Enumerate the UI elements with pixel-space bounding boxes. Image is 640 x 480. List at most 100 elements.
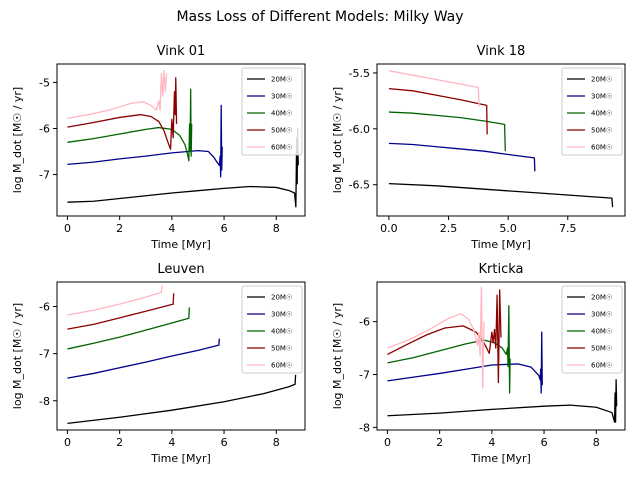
- chart-1-series-1: [388, 142, 536, 172]
- chart-0-xlabel: Time [Myr]: [150, 238, 211, 251]
- chart-0-legend-label-2: 40M☉: [271, 110, 292, 118]
- chart-1-xlabel: Time [Myr]: [470, 238, 531, 251]
- chart-0-series-2: [67, 88, 193, 162]
- chart-3-legend-label-1: 30M☉: [591, 311, 612, 319]
- chart-2-title: Leuven: [157, 262, 204, 277]
- chart-3-legend-label-3: 50M☉: [591, 345, 612, 353]
- chart-1-legend: 20M☉ 30M☉ 40M☉ 50M☉ 60M☉: [561, 67, 623, 156]
- chart-3-series-3: [387, 289, 502, 384]
- chart-2-frame: [56, 281, 306, 431]
- chart-2-series-3: [67, 293, 175, 330]
- chart-3-ytick-label-2: -6: [359, 316, 370, 329]
- chart-2-xlabel: Time [Myr]: [150, 452, 211, 465]
- chart-2-series-1: [67, 338, 221, 379]
- chart-1-xtick-label-0: 0.0: [380, 222, 398, 235]
- panel-vink-01: Vink 01 0 2 4 6 8 -7 -6 -5 Time [Myr] log M_dot [M…: [11, 44, 306, 251]
- chart-3-title: Krticka: [479, 262, 524, 277]
- chart-3-legend-box: [561, 285, 623, 374]
- chart-0-legend-label-4: 60M☉: [271, 144, 292, 152]
- panel-vink-18: Vink 18 0.0 2.5 5.0 7.5 -6.5 -6.0 -5.5 Time [Myr…: [331, 44, 626, 251]
- chart-0-legend: 20M☉ 30M☉ 40M☉ 50M☉ 60M☉: [241, 67, 303, 156]
- chart-0-legend-box: [241, 67, 303, 156]
- chart-0-xtick-label-0: 0: [64, 222, 71, 235]
- chart-0-series-0: [67, 127, 299, 208]
- chart-2-ytick-label-2: -6: [39, 301, 50, 314]
- chart-0-xtick-label-2: 4: [168, 222, 175, 235]
- chart-3-xlabel: Time [Myr]: [470, 452, 531, 465]
- chart-1-legend-label-3: 50M☉: [591, 127, 612, 135]
- chart-2-legend-label-2: 40M☉: [271, 328, 292, 336]
- chart-2-legend-label-4: 60M☉: [271, 362, 292, 370]
- chart-0-legend-label-0: 20M☉: [271, 76, 292, 84]
- chart-2-legend-label-1: 30M☉: [271, 311, 292, 319]
- chart-3-series-2: [387, 305, 511, 394]
- chart-2-series-2: [67, 307, 190, 350]
- chart-0-series-4: [67, 70, 168, 119]
- chart-0-title: Vink 01: [157, 44, 206, 59]
- chart-2-legend: 20M☉ 30M☉ 40M☉ 50M☉ 60M☉: [241, 285, 303, 374]
- panel-krticka: Krticka 0 2 4 6 8 -8 -7 -6 Time [Myr] log M_dot [M…: [331, 262, 626, 465]
- chart-3-legend-label-4: 60M☉: [591, 362, 612, 370]
- chart-1-series-2: [388, 111, 506, 152]
- chart-1-series-0: [388, 182, 614, 208]
- chart-1-ytick-label-2: -5.5: [349, 67, 370, 80]
- chart-0-xtick-label-4: 8: [273, 222, 280, 235]
- chart-0-frame: [56, 63, 306, 217]
- figure-title: Mass Loss of Different Models: Milky Way: [176, 9, 463, 25]
- chart-3-series-1: [387, 331, 543, 394]
- chart-3-xtick-label-4: 8: [593, 436, 600, 449]
- chart-2-legend-label-0: 20M☉: [271, 294, 292, 302]
- chart-1-ytick-label-0: -6.5: [349, 179, 370, 192]
- chart-1-ytick-label-1: -6.0: [349, 123, 370, 136]
- chart-3-legend: 20M☉ 30M☉ 40M☉ 50M☉ 60M☉: [561, 285, 623, 374]
- chart-3-ytick-label-1: -7: [359, 369, 370, 382]
- chart-0-ytick-label-0: -7: [39, 169, 50, 182]
- chart-3-plot-area: [387, 286, 618, 423]
- chart-1-ylabel: log M_dot [M☉ / yr]: [331, 87, 344, 193]
- chart-3-xtick-label-2: 4: [488, 436, 495, 449]
- chart-0-ytick-label-1: -6: [39, 122, 50, 135]
- chart-3-xtick-label-1: 2: [436, 436, 443, 449]
- chart-2-ytick-label-1: -7: [39, 348, 50, 361]
- chart-1-frame: [376, 63, 626, 217]
- chart-2-series-4: [67, 285, 163, 316]
- chart-1-legend-label-1: 30M☉: [591, 93, 612, 101]
- chart-2-xtick-label-4: 8: [273, 436, 280, 449]
- chart-3-xtick-label-0: 0: [384, 436, 391, 449]
- chart-3-series-4: [387, 286, 485, 389]
- chart-0-ylabel: log M_dot [M☉ / yr]: [11, 87, 24, 193]
- chart-1-title: Vink 18: [477, 44, 526, 59]
- chart-1-plot-area: [388, 70, 614, 208]
- chart-1-xtick-label-1: 2.5: [440, 222, 458, 235]
- panel-leuven: Leuven 0 2 4 6 8 -8 -7 -6 Time [Myr] log M_dot [M☉…: [11, 262, 306, 465]
- chart-1-xtick-label-2: 5.0: [499, 222, 517, 235]
- chart-0-series-3: [67, 77, 178, 150]
- chart-0-xtick-label-3: 6: [221, 222, 228, 235]
- chart-0-ytick-label-2: -5: [39, 76, 50, 89]
- chart-2-xtick-label-3: 6: [221, 436, 228, 449]
- chart-2-plot-area: [67, 285, 297, 425]
- chart-2-xtick-label-1: 2: [116, 436, 123, 449]
- chart-0-plot-area: [67, 70, 299, 208]
- chart-2-xtick-label-0: 0: [64, 436, 71, 449]
- chart-0-legend-label-1: 30M☉: [271, 93, 292, 101]
- chart-1-series-4: [388, 70, 480, 107]
- chart-0-legend-label-3: 50M☉: [271, 127, 292, 135]
- chart-1-legend-box: [561, 67, 623, 156]
- chart-1-series-3: [388, 87, 488, 135]
- chart-3-xtick-label-3: 6: [541, 436, 548, 449]
- chart-1-xtick-label-3: 7.5: [559, 222, 577, 235]
- chart-2-legend-label-3: 50M☉: [271, 345, 292, 353]
- chart-1-legend-label-0: 20M☉: [591, 76, 612, 84]
- chart-3-ytick-label-0: -8: [359, 421, 370, 434]
- chart-2-series-0: [67, 374, 297, 425]
- chart-3-frame: [376, 281, 626, 431]
- chart-3-legend-label-0: 20M☉: [591, 294, 612, 302]
- chart-1-legend-label-2: 40M☉: [591, 110, 612, 118]
- chart-0-xtick-label-1: 2: [116, 222, 123, 235]
- chart-3-ylabel: log M_dot [M☉ / yr]: [331, 303, 344, 409]
- chart-2-legend-box: [241, 285, 303, 374]
- chart-0-series-1: [67, 104, 223, 178]
- chart-2-ytick-label-0: -8: [39, 395, 50, 408]
